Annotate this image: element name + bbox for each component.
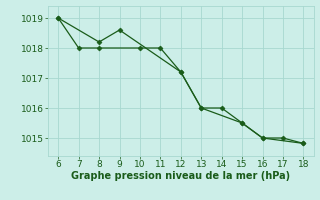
X-axis label: Graphe pression niveau de la mer (hPa): Graphe pression niveau de la mer (hPa) (71, 171, 290, 181)
